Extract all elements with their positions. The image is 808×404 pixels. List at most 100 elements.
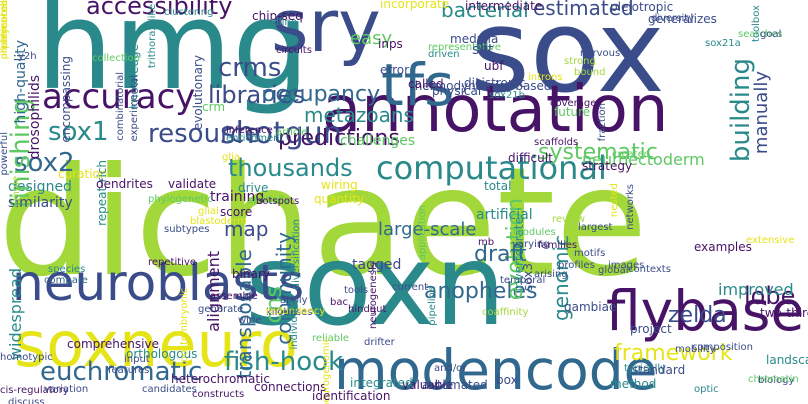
cloud-word-systematic: systematic: [538, 140, 658, 165]
cloud-word-enrichment: enrichment: [226, 133, 284, 144]
cloud-word-training: training: [210, 189, 265, 205]
cloud-word-landscapes: landscapes: [766, 353, 808, 367]
cloud-word-integrated: integrated: [350, 376, 413, 390]
cloud-word-fraction: fraction: [597, 103, 608, 142]
cloud-word-trithorax-like: trithorax-like: [147, 4, 158, 69]
cloud-word-constructs: constructs: [192, 389, 245, 400]
cloud-word-validate: validate: [168, 177, 217, 191]
cloud-word-chip-seq: chip-seq: [252, 9, 303, 23]
cloud-word-midline: midline: [260, 17, 297, 28]
cloud-word-temporal: temporal: [500, 275, 546, 286]
cloud-word-strategy: strategy: [582, 159, 633, 173]
cloud-word-zelda: zelda: [668, 303, 727, 328]
cloud-word-diversification: diversification: [291, 219, 302, 290]
cloud-word-project: project: [630, 322, 672, 336]
cloud-word-article: article: [276, 127, 308, 138]
cloud-word-sox2: sox2: [14, 148, 75, 178]
cloud-word-sry: sry: [271, 0, 381, 68]
cloud-word-widespread: widespread: [6, 268, 25, 361]
cloud-word-euchromatic: euchromatic: [40, 357, 203, 387]
cloud-word-candidates: candidates: [142, 384, 197, 395]
cloud-word-estimated: estimated: [533, 0, 634, 20]
cloud-word-searches: searches: [738, 29, 783, 40]
cloud-word-glia: glia: [222, 152, 241, 163]
cloud-word-method: method: [610, 377, 657, 391]
cloud-word-circuits: circuits: [276, 45, 312, 56]
cloud-word-repetitive: repetitive: [148, 257, 197, 268]
cloud-word-varying: varying: [512, 239, 550, 250]
cloud-word-resource: resource: [148, 119, 261, 149]
cloud-word-pipeline: pipeline: [427, 286, 438, 326]
cloud-word-nervous: nervous: [580, 48, 621, 59]
cloud-word-generate: generate: [198, 304, 244, 315]
cloud-word-physical: physical: [432, 84, 482, 98]
cloud-word-compare: compare: [44, 275, 88, 286]
cloud-word-simple: simple: [11, 176, 22, 210]
cloud-word-composition: composition: [692, 342, 753, 353]
cloud-word-pleiotropic: pleiotropic: [610, 0, 674, 14]
cloud-word-standard: standard: [632, 363, 686, 377]
cloud-word-features: features: [108, 365, 150, 376]
cloud-word-dichaete: dichaete: [0, 136, 648, 310]
cloud-word-crm: crm: [202, 100, 226, 114]
cloud-word-coverage: coverage: [550, 98, 597, 109]
cloud-word-sox21b: sox21b: [489, 90, 526, 101]
cloud-word-drifter: drifter: [364, 337, 395, 348]
cloud-word-encompassing: encompassing: [59, 56, 73, 143]
cloud-word-contexts: contexts: [628, 264, 671, 275]
cloud-word-box: box: [496, 373, 518, 387]
cloud-word-orthologous: orthologous: [126, 347, 198, 361]
cloud-word-sox21a: sox21a: [705, 38, 741, 49]
cloud-word-collection: collection: [92, 53, 140, 64]
cloud-word-two-thirds: two-thirds: [760, 306, 808, 320]
cloud-word-annotation: annotation: [322, 73, 669, 147]
cloud-word-similarity: similarity: [8, 195, 73, 211]
cloud-word-difficult: difficult: [508, 151, 553, 165]
cloud-word-homotypic: homotypic: [0, 352, 53, 363]
cloud-word-incorporate: incorporate: [380, 0, 450, 11]
cloud-word-neuroectoderm: neuroectoderm: [582, 150, 705, 169]
cloud-word-set: set: [472, 42, 494, 58]
cloud-word-improved: improved: [718, 280, 794, 299]
cloud-word-strong: strong: [564, 56, 596, 67]
cloud-word-review: review: [552, 214, 586, 225]
cloud-word-libraries: libraries: [208, 81, 305, 109]
cloud-word-drive: drive: [238, 181, 269, 195]
cloud-word-driven: driven: [428, 49, 460, 60]
cloud-word-polycomb: polycomb: [0, 0, 10, 49]
cloud-word-discuss: discuss: [8, 397, 45, 404]
cloud-word-reliable: reliable: [312, 333, 350, 344]
cloud-word-total: total: [484, 179, 512, 193]
cloud-word-combinatorial: combinatorial: [115, 72, 126, 141]
cloud-word-occupancy: occupancy: [262, 82, 381, 107]
cloud-word-manually: manually: [751, 71, 772, 155]
cloud-word-soxn: soxn: [245, 221, 506, 351]
cloud-word-and/or: and/or: [434, 363, 467, 374]
cloud-word-application: application: [417, 205, 428, 261]
cloud-word-ubf: ubf: [484, 59, 504, 73]
cloud-word-dicistronic: dicistronic: [464, 76, 526, 90]
cloud-word-neurogenesis: neurogenesis: [368, 262, 379, 330]
cloud-word-anopheles: anopheles: [424, 279, 538, 304]
cloud-word-extensive: extensive: [746, 235, 795, 246]
cloud-word-images: images: [608, 260, 645, 271]
cloud-word-gambiae: gambiae: [564, 300, 617, 314]
cloud-word-scaffolds: scaffolds: [534, 137, 579, 148]
cloud-word-powerful: powerful: [0, 132, 10, 176]
cloud-word-wiring: wiring: [321, 178, 358, 192]
cloud-word-bound: bound: [574, 67, 606, 78]
cloud-word-comprehensive: comprehensive: [67, 337, 159, 351]
cloud-word-designed: designed: [8, 179, 72, 195]
cloud-word-current: current: [392, 282, 429, 293]
cloud-word-redundancy: redundancy: [266, 306, 326, 317]
cloud-word-experimental: experimental: [129, 75, 140, 142]
cloud-word-quantity: quantity: [314, 192, 365, 206]
cloud-word-created: created: [612, 149, 651, 160]
cloud-word-species: species: [48, 264, 86, 275]
cloud-word-sox: sox: [470, 0, 665, 119]
cloud-word-global: global: [598, 265, 629, 276]
cloud-word-called: called: [408, 77, 444, 91]
cloud-word-bac: bac: [330, 297, 348, 308]
cloud-word-representative: representative: [428, 42, 501, 53]
cloud-word-thousands: thousands: [228, 154, 353, 182]
